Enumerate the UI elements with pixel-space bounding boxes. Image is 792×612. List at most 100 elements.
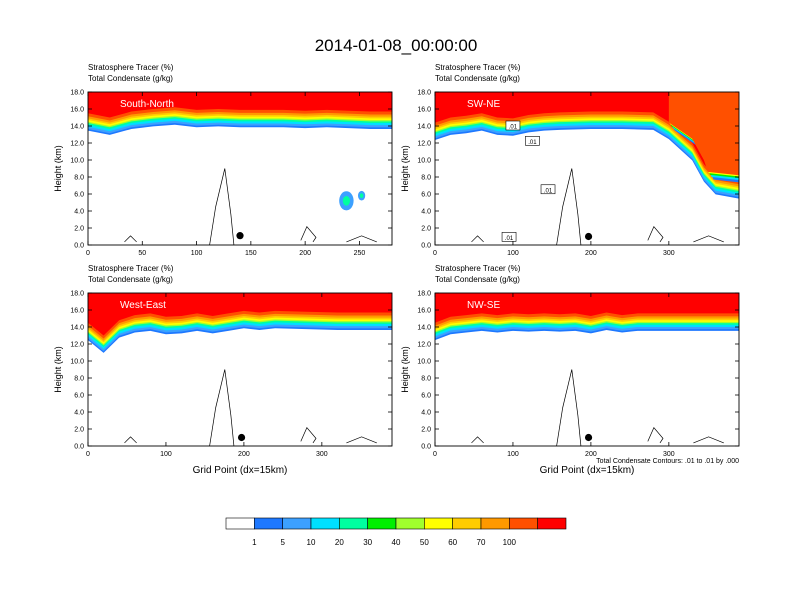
colorbar-swatch <box>395 517 425 530</box>
x-tick-label: 200 <box>585 451 597 458</box>
condensate-contour <box>209 168 235 245</box>
condensate-contour <box>124 235 137 243</box>
condensate-contour <box>346 436 377 444</box>
condensate-contour <box>124 436 137 444</box>
colorbar-swatch <box>225 517 255 530</box>
colorbar-swatch <box>480 517 510 530</box>
condensate-contour <box>209 369 235 446</box>
y-tick-label: 4.0 <box>421 410 431 417</box>
contour-note: Total Condensate Contours: .01 to .01 by… <box>596 458 739 465</box>
x-tick-label: 100 <box>507 451 519 458</box>
y-tick-label: 16.0 <box>70 107 84 114</box>
contour-label: .01 <box>509 125 518 131</box>
panel-name: SW-NE <box>467 99 500 110</box>
panel-label-tracer: Stratosphere Tracer (%) <box>435 63 521 72</box>
y-axis-label: Height (km) <box>400 346 410 393</box>
y-tick-label: 6.0 <box>74 192 84 199</box>
y-tick-label: 10.0 <box>70 359 84 366</box>
y-tick-label: 10.0 <box>70 158 84 165</box>
x-tick-label: 0 <box>86 250 90 257</box>
y-axis-label: Height (km) <box>53 346 63 393</box>
y-tick-label: 8.0 <box>74 376 84 383</box>
condensate-contour <box>647 426 664 444</box>
panel-label-condensate: Total Condensate (g/kg) <box>88 74 173 83</box>
condensate-contour <box>693 436 724 444</box>
colorbar-label: 20 <box>335 538 344 547</box>
tracer-blob-core <box>342 196 350 206</box>
condensate-contour <box>300 225 317 243</box>
panel-frame <box>87 292 393 447</box>
y-tick-label: 18.0 <box>70 90 84 97</box>
y-tick-label: 0.0 <box>421 243 431 250</box>
x-tick-label: 300 <box>316 451 328 458</box>
panel-name: NW-SE <box>467 300 500 311</box>
y-tick-label: 12.0 <box>417 141 431 148</box>
y-tick-label: 0.0 <box>74 444 84 451</box>
x-tick-label: 100 <box>507 250 519 257</box>
tracer-cap <box>435 293 739 306</box>
tracer-cap <box>88 92 392 105</box>
panel-west-east: West-East Stratosphere Tracer (%) Total Co… <box>53 264 393 476</box>
panel-label-tracer: Stratosphere Tracer (%) <box>88 264 174 273</box>
colorbar-swatch <box>452 517 482 530</box>
colorbar-swatch <box>367 517 397 530</box>
y-tick-label: 18.0 <box>417 90 431 97</box>
contour-label: .01 <box>528 140 537 146</box>
figure-title: 2014-01-08_00:00:00 <box>315 36 478 55</box>
y-tick-label: 0.0 <box>421 444 431 451</box>
y-tick-label: 16.0 <box>70 308 84 315</box>
x-axis-label: Grid Point (dx=15km) <box>193 465 288 476</box>
colorbar-swatch <box>282 517 312 530</box>
y-axis-label: Height (km) <box>53 145 63 192</box>
panel-frame <box>434 91 740 246</box>
location-marker <box>584 232 593 241</box>
tracer-blob-core <box>359 193 364 199</box>
x-tick-label: 0 <box>86 451 90 458</box>
y-tick-label: 14.0 <box>70 124 84 131</box>
panel-south-north: South-North Stratosphere Tracer (%) Total … <box>53 63 393 257</box>
y-tick-label: 2.0 <box>74 226 84 233</box>
colorbar-label: 60 <box>448 538 457 547</box>
colorbar-swatch <box>339 517 368 530</box>
y-tick-label: 18.0 <box>417 291 431 298</box>
panel-label-condensate: Total Condensate (g/kg) <box>88 275 173 284</box>
y-axis-label: Height (km) <box>400 145 410 192</box>
tracer-cap <box>435 92 739 105</box>
y-tick-label: 2.0 <box>421 226 431 233</box>
colorbar: 1 5 10 20 30 40 50 60 70 100 <box>225 517 567 547</box>
y-tick-label: 6.0 <box>74 393 84 400</box>
contour-label-box <box>525 136 540 146</box>
contour-label-box <box>501 232 517 242</box>
colorbar-swatch <box>254 517 283 530</box>
x-tick-label: 200 <box>299 250 311 257</box>
x-tick-label: 100 <box>160 451 172 458</box>
contour-label-box <box>540 184 556 195</box>
plot-area <box>88 92 392 245</box>
y-tick-label: 14.0 <box>417 325 431 332</box>
y-tick-label: 16.0 <box>417 308 431 315</box>
x-tick-label: 250 <box>354 250 366 257</box>
x-tick-label: 0 <box>433 250 437 257</box>
x-tick-label: 50 <box>138 250 146 257</box>
condensate-contour <box>300 426 317 444</box>
panel-name: West-East <box>120 300 166 311</box>
panel-label-tracer: Stratosphere Tracer (%) <box>88 63 174 72</box>
y-tick-label: 10.0 <box>417 359 431 366</box>
colorbar-label: 5 <box>280 538 285 547</box>
colorbar-label: 50 <box>420 538 429 547</box>
y-tick-label: 4.0 <box>74 410 84 417</box>
plot-area <box>88 293 392 446</box>
y-tick-label: 8.0 <box>421 376 431 383</box>
x-tick-label: 0 <box>433 451 437 458</box>
y-tick-label: 10.0 <box>417 158 431 165</box>
panels-group: South-North Stratosphere Tracer (%) Total … <box>53 63 740 476</box>
colorbar-swatch <box>310 517 340 530</box>
x-tick-label: 100 <box>191 250 203 257</box>
y-tick-label: 2.0 <box>74 427 84 434</box>
plot-area <box>435 92 739 245</box>
colorbar-label: 30 <box>363 538 372 547</box>
x-tick-label: 150 <box>245 250 257 257</box>
condensate-contour <box>647 225 664 243</box>
panel-nw-se: NW-SE Stratosphere Tracer (%) Total Conden… <box>400 264 740 476</box>
